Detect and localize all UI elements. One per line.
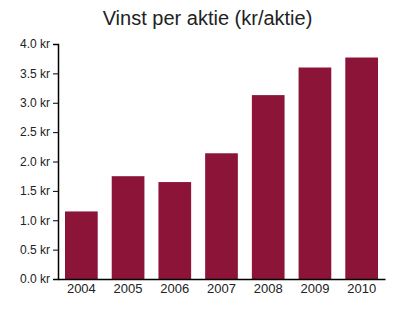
y-tick-label: 2.5 kr bbox=[20, 125, 50, 139]
x-tick: 2005 bbox=[114, 281, 143, 296]
x-tick-label: 2010 bbox=[347, 281, 376, 296]
y-tick-mark bbox=[53, 220, 58, 221]
y-tick: 3.0 kr bbox=[20, 96, 58, 110]
plot: 0.0 kr 0.5 kr 1.0 kr 1.5 kr 2.0 kr 2.5 kr 3.0 … bbox=[20, 37, 386, 296]
y-tick-mark bbox=[53, 73, 58, 74]
y-tick: 1.5 kr bbox=[20, 184, 58, 198]
x-tick: 2009 bbox=[300, 281, 329, 296]
y-tick-mark bbox=[53, 44, 58, 45]
x-tick: 2010 bbox=[347, 281, 376, 296]
y-tick-mark bbox=[53, 103, 58, 104]
x-tick-label: 2009 bbox=[300, 281, 329, 296]
y-tick-mark bbox=[53, 132, 58, 133]
y-tick: 0.5 kr bbox=[20, 243, 58, 257]
bar bbox=[205, 153, 238, 279]
y-tick: 3.5 kr bbox=[20, 67, 58, 81]
bar bbox=[299, 68, 332, 280]
chart-title: Vinst per aktie (kr/aktie) bbox=[103, 7, 313, 29]
y-tick-label: 3.5 kr bbox=[20, 67, 50, 81]
x-axis: 2004 2005 2006 2007 2008 2009 2010 bbox=[59, 280, 386, 297]
bar bbox=[112, 176, 145, 279]
bar bbox=[65, 211, 98, 279]
x-axis-line bbox=[59, 279, 386, 281]
y-tick: 0.0 kr bbox=[20, 272, 58, 286]
x-tick-label: 2005 bbox=[114, 281, 143, 296]
x-tick-label: 2004 bbox=[67, 281, 96, 296]
y-axis: 0.0 kr 0.5 kr 1.0 kr 1.5 kr 2.0 kr 2.5 kr 3.0 … bbox=[20, 37, 59, 286]
bar bbox=[158, 182, 191, 279]
chart: Vinst per aktie (kr/aktie) 0.0 kr 0.5 kr 1.… bbox=[0, 0, 415, 318]
y-tick-label: 2.0 kr bbox=[20, 155, 50, 169]
y-tick-label: 4.0 kr bbox=[20, 37, 50, 51]
x-tick-label: 2007 bbox=[207, 281, 236, 296]
y-axis-line bbox=[53, 45, 59, 280]
bar bbox=[345, 58, 378, 279]
x-tick: 2008 bbox=[254, 281, 283, 296]
y-tick: 1.0 kr bbox=[20, 214, 58, 228]
y-tick-label: 0.5 kr bbox=[20, 243, 50, 257]
y-tick-label: 1.0 kr bbox=[20, 214, 50, 228]
x-tick: 2006 bbox=[160, 281, 189, 296]
bars bbox=[65, 58, 378, 279]
y-tick-mark bbox=[53, 250, 58, 251]
y-tick-label: 0.0 kr bbox=[20, 272, 50, 286]
y-tick: 2.5 kr bbox=[20, 125, 58, 139]
x-tick-label: 2008 bbox=[254, 281, 283, 296]
x-tick-label: 2006 bbox=[160, 281, 189, 296]
x-tick: 2004 bbox=[67, 281, 96, 296]
y-tick-mark bbox=[53, 191, 58, 192]
x-tick: 2007 bbox=[207, 281, 236, 296]
y-tick: 2.0 kr bbox=[20, 155, 58, 169]
y-tick-label: 1.5 kr bbox=[20, 184, 50, 198]
y-tick: 4.0 kr bbox=[20, 37, 58, 51]
bar bbox=[252, 95, 285, 279]
y-tick-mark bbox=[53, 162, 58, 163]
y-tick-mark bbox=[53, 279, 58, 280]
y-tick-label: 3.0 kr bbox=[20, 96, 50, 110]
